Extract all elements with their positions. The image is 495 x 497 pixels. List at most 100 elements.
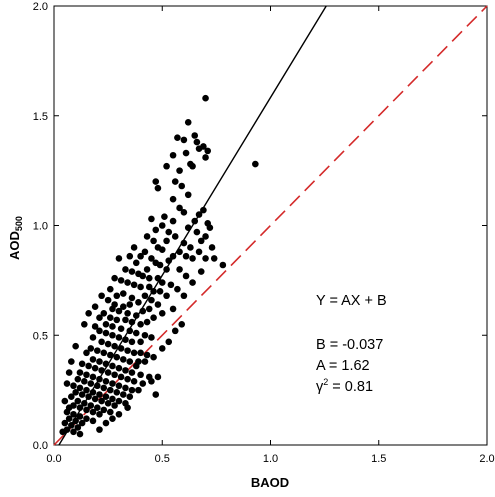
data-point	[169, 305, 177, 313]
data-point	[252, 160, 259, 168]
data-point	[200, 143, 207, 150]
data-point	[193, 138, 201, 146]
data-point	[91, 395, 99, 403]
data-point	[113, 292, 121, 300]
data-point	[115, 307, 123, 315]
data-point	[130, 378, 138, 385]
data-point	[143, 233, 151, 240]
data-point	[63, 408, 71, 416]
data-point	[184, 119, 192, 126]
data-point	[106, 351, 114, 359]
data-point	[143, 318, 151, 326]
data-points	[59, 94, 259, 438]
data-point	[150, 237, 157, 245]
data-point	[126, 327, 134, 335]
data-point	[184, 191, 192, 199]
data-point	[68, 421, 75, 429]
y-axis-title: AOD500	[7, 216, 24, 260]
data-point	[109, 305, 116, 313]
data-point	[102, 419, 110, 427]
data-point	[128, 386, 136, 394]
data-point	[83, 415, 90, 422]
data-point	[210, 255, 218, 262]
fit-equation-label: Y = AX + B	[316, 293, 387, 309]
data-point	[109, 415, 116, 422]
data-point	[91, 323, 99, 330]
data-point	[83, 349, 90, 357]
data-point	[139, 307, 147, 315]
data-point	[163, 237, 170, 245]
data-point	[89, 373, 97, 381]
data-point	[139, 380, 147, 387]
data-point	[180, 292, 188, 300]
data-point	[100, 406, 108, 414]
r-squared-symbol: γ	[316, 379, 324, 395]
data-point	[132, 329, 140, 337]
data-point	[128, 268, 136, 275]
data-point	[128, 294, 136, 302]
data-point	[163, 292, 170, 300]
data-point	[100, 384, 108, 392]
data-point	[171, 233, 179, 240]
data-point	[109, 380, 116, 387]
data-point	[163, 266, 170, 273]
data-point	[87, 402, 95, 409]
data-point	[117, 373, 125, 381]
data-point	[200, 206, 207, 214]
data-point	[68, 358, 75, 365]
data-point	[137, 283, 144, 291]
data-point	[178, 320, 186, 328]
data-point	[59, 428, 66, 436]
data-point	[165, 228, 173, 236]
data-point	[85, 393, 92, 401]
data-point	[132, 259, 140, 267]
data-point	[182, 272, 190, 280]
data-point	[102, 393, 110, 401]
data-point	[137, 252, 144, 260]
x-tick-label: 1.5	[371, 453, 386, 465]
data-point	[148, 215, 155, 223]
data-point	[96, 391, 103, 398]
data-point	[94, 382, 101, 390]
data-point	[148, 296, 155, 304]
y-tick-label: 0.0	[33, 440, 48, 452]
x-axis-title: BAOD	[251, 475, 289, 490]
data-point	[98, 397, 105, 405]
data-point	[150, 314, 157, 321]
data-point	[143, 351, 151, 359]
data-point	[76, 430, 84, 438]
data-point	[124, 404, 131, 411]
data-point	[158, 246, 166, 253]
data-point	[176, 248, 183, 256]
data-point	[81, 399, 88, 407]
data-point	[104, 340, 112, 348]
data-point	[180, 239, 188, 247]
data-point	[184, 224, 192, 231]
data-point	[72, 389, 79, 396]
data-point	[141, 248, 149, 256]
data-point	[124, 347, 131, 354]
x-tick-label: 2.0	[479, 453, 494, 465]
data-point	[98, 367, 105, 374]
data-point	[109, 323, 116, 330]
data-point	[91, 303, 99, 311]
data-point	[176, 266, 183, 273]
data-point	[191, 132, 199, 139]
y-tick-label: 1.0	[33, 221, 48, 233]
data-point	[206, 224, 214, 231]
data-point	[169, 151, 177, 159]
data-point	[165, 338, 173, 346]
data-point	[154, 301, 162, 308]
data-point	[158, 279, 166, 286]
y-axis-title-subscript: 500	[14, 216, 24, 231]
data-point	[158, 222, 166, 229]
intercept-label: B = -0.037	[316, 337, 383, 353]
data-point	[96, 314, 103, 321]
data-point	[72, 417, 79, 425]
data-point	[102, 320, 110, 328]
data-point	[111, 402, 118, 409]
data-point	[117, 325, 125, 332]
data-point	[156, 261, 164, 269]
data-point	[189, 279, 196, 286]
